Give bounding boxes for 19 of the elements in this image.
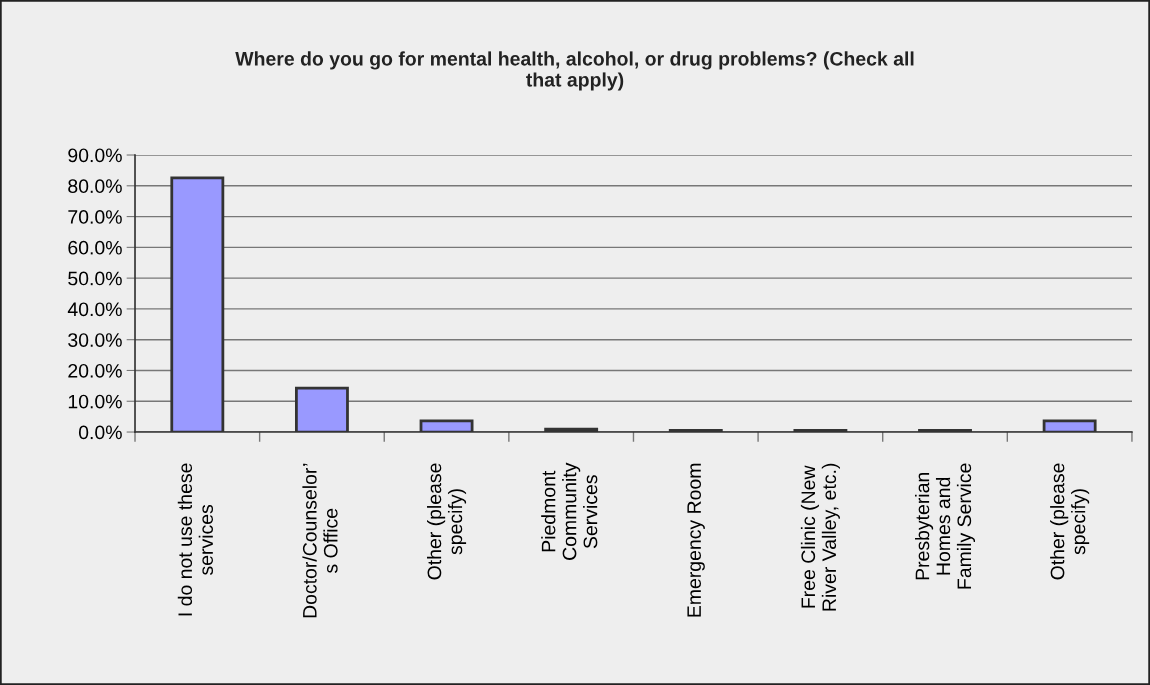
- x-tick-label: Other (please specify): [427, 463, 467, 580]
- x-tick-label: Emergency Room: [687, 463, 705, 617]
- x-tick-label: I do not use these services: [177, 463, 214, 616]
- y-tick-label: 10.0%: [68, 394, 122, 409]
- x-tick-label: Free Clinic (New River Valley, etc.): [800, 463, 840, 611]
- y-tick-label: 70.0%: [68, 210, 122, 224]
- chart-title: Where do you go for mental health, alcohol, or drug problems? (Check all that apply): [235, 51, 914, 91]
- y-tick-label: 30.0%: [68, 333, 122, 347]
- y-tick-label: 20.0%: [68, 363, 122, 378]
- x-tick-label: Presbyterian Homes and Family Service: [915, 463, 976, 589]
- x-tick-label: Other (please specify): [1050, 463, 1090, 580]
- x-tick-label: Piedmont Community Services: [541, 462, 598, 560]
- y-tick-label: 0.0%: [78, 425, 122, 440]
- y-tick-label: 60.0%: [68, 240, 122, 255]
- x-tick-label: Doctor/Counselor’ s Office: [302, 463, 338, 618]
- y-tick-label: 40.0%: [67, 302, 122, 317]
- y-tick-label: 50.0%: [68, 271, 122, 286]
- y-tick-label: 80.0%: [68, 179, 122, 194]
- y-tick-label: 90.0%: [68, 148, 122, 163]
